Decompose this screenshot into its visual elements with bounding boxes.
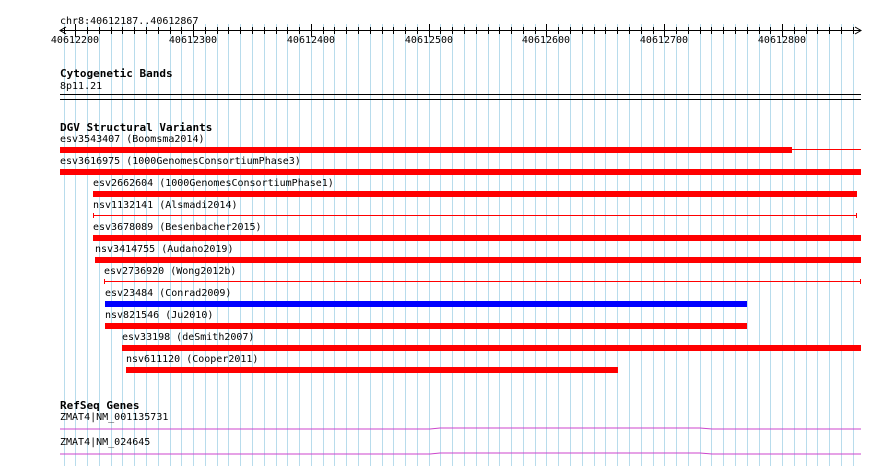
dgv-feature-label[interactable]: esv3543407 (Boomsma2014) — [60, 134, 205, 145]
ruler-tick-label: 40612200 — [50, 35, 100, 46]
position-label: chr8:40612187..40612867 — [60, 16, 199, 27]
ruler-tick-label: 40612400 — [286, 35, 336, 46]
ruler-tick-label: 40612300 — [168, 35, 218, 46]
dgv-feature-label[interactable]: esv2736920 (Wong2012b) — [104, 266, 237, 277]
ruler-tick-label: 40612700 — [639, 35, 689, 46]
cytoband-track-title[interactable]: Cytogenetic Bands — [60, 67, 173, 80]
dgv-feature-bar — [60, 147, 792, 153]
dgv-track-title[interactable]: DGV Structural Variants — [60, 121, 213, 134]
dgv-feature-label[interactable]: esv2662604 (1000GenomesConsortiumPhase1) — [93, 178, 334, 189]
refseq-gene-line — [60, 452, 861, 455]
refseq-gene-line — [60, 427, 861, 430]
refseq-gene-label[interactable]: ZMAT4|NM_024645 — [60, 437, 151, 448]
dgv-feature-label[interactable]: nsv611120 (Cooper2011) — [126, 354, 259, 365]
dgv-feature-bar — [122, 345, 861, 351]
refseq-track-title[interactable]: RefSeq Genes — [60, 399, 140, 412]
dgv-feature-bar — [105, 323, 747, 329]
dgv-feature-bar — [126, 367, 618, 373]
dgv-feature-label[interactable]: esv33198 (deSmith2007) — [122, 332, 255, 343]
dgv-feature-label[interactable]: esv3616975 (1000GenomesConsortiumPhase3) — [60, 156, 301, 167]
ruler-tick-label: 40612800 — [757, 35, 807, 46]
ruler-tick-label: 40612600 — [521, 35, 571, 46]
cytoband-label[interactable]: 8p11.21 — [60, 81, 103, 92]
dgv-feature-label[interactable]: nsv821546 (Ju2010) — [105, 310, 214, 321]
dgv-feature-bar — [105, 301, 747, 307]
dgv-feature-bar — [95, 257, 861, 263]
ruler-right-arrow — [854, 26, 862, 35]
ruler-tick-label: 40612500 — [404, 35, 454, 46]
dgv-feature-label[interactable]: esv3678089 (Besenbacher2015) — [93, 222, 262, 233]
dgv-feature-bar — [93, 191, 857, 197]
dgv-feature-label[interactable]: nsv1132141 (Alsmadi2014) — [93, 200, 238, 211]
dgv-feature-bar — [93, 235, 861, 241]
refseq-gene-label[interactable]: ZMAT4|NM_001135731 — [60, 412, 169, 423]
dgv-feature-label[interactable]: esv23484 (Conrad2009) — [105, 288, 232, 299]
dgv-feature-bar — [60, 169, 861, 175]
dgv-feature-label[interactable]: nsv3414755 (Audano2019) — [95, 244, 234, 255]
